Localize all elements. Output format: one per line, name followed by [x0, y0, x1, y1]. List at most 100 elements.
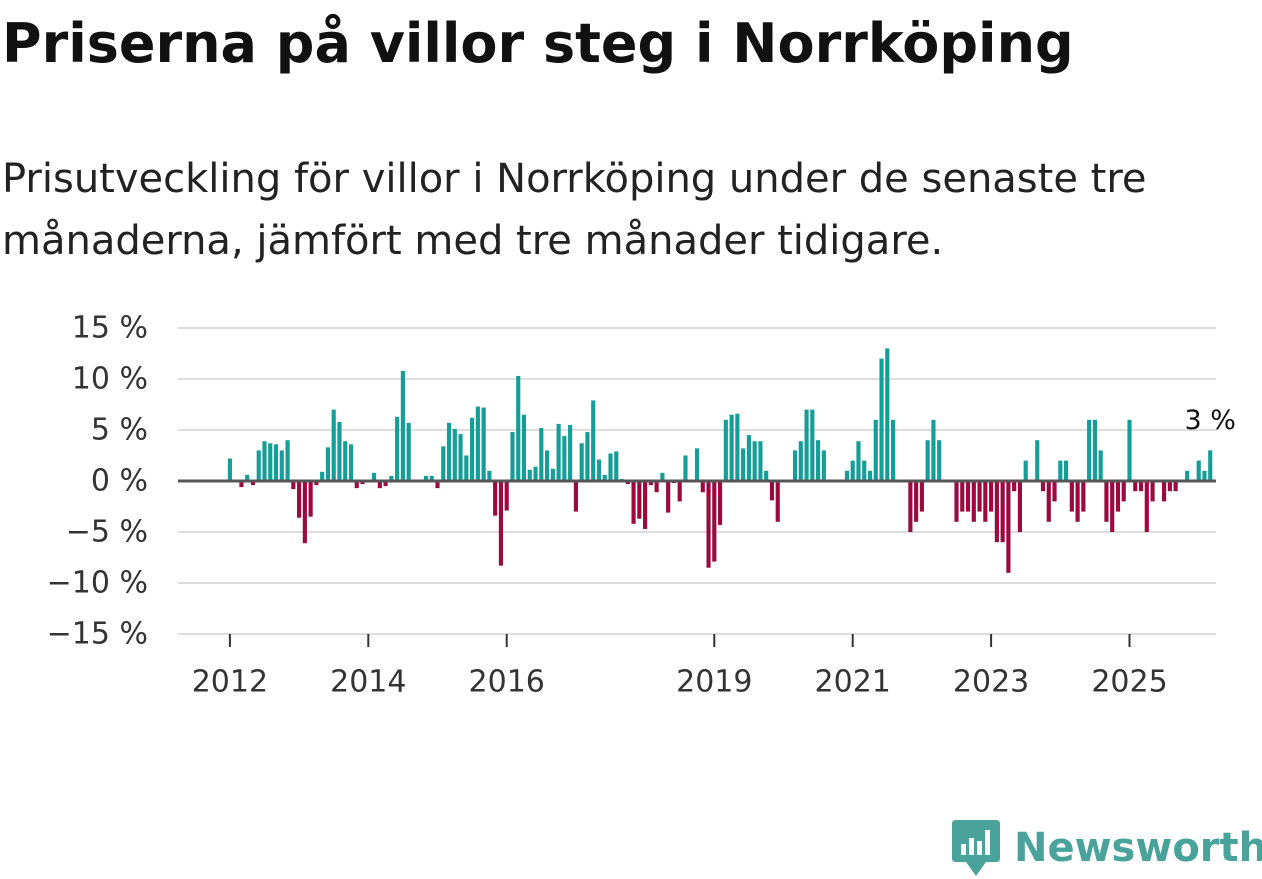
bar — [608, 453, 613, 481]
bar — [325, 447, 331, 481]
x-tick-label: 2019 — [676, 665, 752, 700]
chart-subtitle: Prisutveckling för villor i Norrköping u… — [2, 156, 1147, 264]
bar — [994, 481, 999, 543]
bar — [596, 459, 602, 481]
bar — [977, 481, 982, 512]
bar — [441, 446, 446, 481]
x-tick-label: 2023 — [953, 665, 1029, 700]
bar — [798, 441, 803, 481]
bar — [544, 450, 550, 481]
bar — [648, 481, 653, 486]
bar — [758, 441, 763, 481]
bar — [729, 414, 734, 481]
x-tick-label: 2014 — [330, 665, 406, 700]
x-tick-label: 2025 — [1091, 665, 1167, 700]
bar — [971, 481, 976, 522]
bar — [885, 348, 890, 481]
bar — [446, 422, 452, 481]
grid-lines — [178, 327, 1216, 635]
bar — [579, 443, 584, 481]
bar — [348, 444, 354, 481]
bar — [331, 409, 336, 481]
brand-name: Newsworthy — [1014, 825, 1262, 871]
y-tick-label: −5 % — [66, 515, 148, 550]
bar — [279, 450, 284, 481]
bar — [625, 481, 630, 485]
bar — [320, 471, 325, 481]
bar — [429, 475, 434, 481]
bar — [723, 419, 728, 481]
bar — [1000, 481, 1005, 543]
y-tick-label: 0 % — [91, 464, 148, 499]
tick-labels: 15 % 10 % 5 % 0 % −5 % −10 % −15 % 2012 2014 2016… — [47, 311, 1236, 700]
bar — [1133, 481, 1138, 492]
x-tick-label: 2012 — [192, 665, 268, 700]
bar — [423, 475, 429, 481]
bar — [792, 450, 798, 481]
bar — [660, 472, 665, 481]
bar — [1012, 481, 1017, 492]
bar — [867, 470, 873, 481]
bar — [1144, 481, 1149, 532]
bar — [1138, 481, 1144, 492]
bar — [452, 428, 457, 481]
bar — [919, 481, 924, 512]
bar — [1185, 470, 1190, 481]
bar — [371, 472, 377, 481]
bar — [1110, 481, 1115, 532]
bar — [1167, 481, 1172, 492]
bar — [573, 481, 578, 512]
bar — [741, 448, 746, 481]
bar — [239, 481, 244, 488]
bar — [683, 455, 688, 481]
y-tick-label: 15 % — [72, 311, 148, 346]
bar — [914, 481, 919, 522]
bar — [1202, 470, 1207, 481]
bar — [1162, 481, 1167, 502]
bar — [706, 481, 711, 568]
bar — [262, 441, 267, 481]
bar — [983, 481, 988, 522]
bar — [937, 440, 942, 481]
bar — [1081, 481, 1086, 512]
bar — [585, 432, 590, 481]
bar — [337, 421, 342, 481]
bar — [568, 424, 573, 481]
bar — [343, 441, 348, 481]
bar — [256, 450, 261, 481]
chart-title: Priserna på villor steg i Norrköping — [2, 12, 1074, 75]
bar — [677, 481, 682, 502]
bar — [1196, 460, 1201, 481]
y-tick-label: −10 % — [47, 566, 148, 601]
bar — [516, 375, 521, 481]
bar — [1052, 481, 1057, 502]
bar — [498, 481, 504, 566]
bar — [400, 370, 405, 481]
bar — [314, 481, 319, 486]
x-tick-label: 2021 — [815, 665, 891, 700]
bar — [1017, 481, 1023, 532]
bar — [360, 481, 365, 485]
bar — [383, 481, 388, 487]
bar — [521, 414, 527, 481]
axes — [178, 479, 1216, 647]
bar — [752, 441, 757, 481]
bar — [602, 474, 607, 481]
bar — [591, 400, 596, 481]
bar — [769, 481, 775, 501]
bar — [989, 481, 994, 512]
bar — [527, 469, 532, 481]
bar — [302, 481, 307, 544]
bar — [406, 422, 411, 481]
bar — [504, 481, 509, 511]
y-tick-label: 10 % — [72, 362, 148, 397]
bar — [614, 451, 619, 481]
bar — [908, 481, 913, 532]
y-tick-label: −15 % — [47, 617, 148, 652]
bar — [965, 481, 971, 512]
bar — [308, 481, 313, 517]
bar — [890, 419, 896, 481]
chart-bubble-icon — [952, 820, 1000, 876]
bar — [285, 440, 290, 481]
bar — [533, 466, 538, 481]
